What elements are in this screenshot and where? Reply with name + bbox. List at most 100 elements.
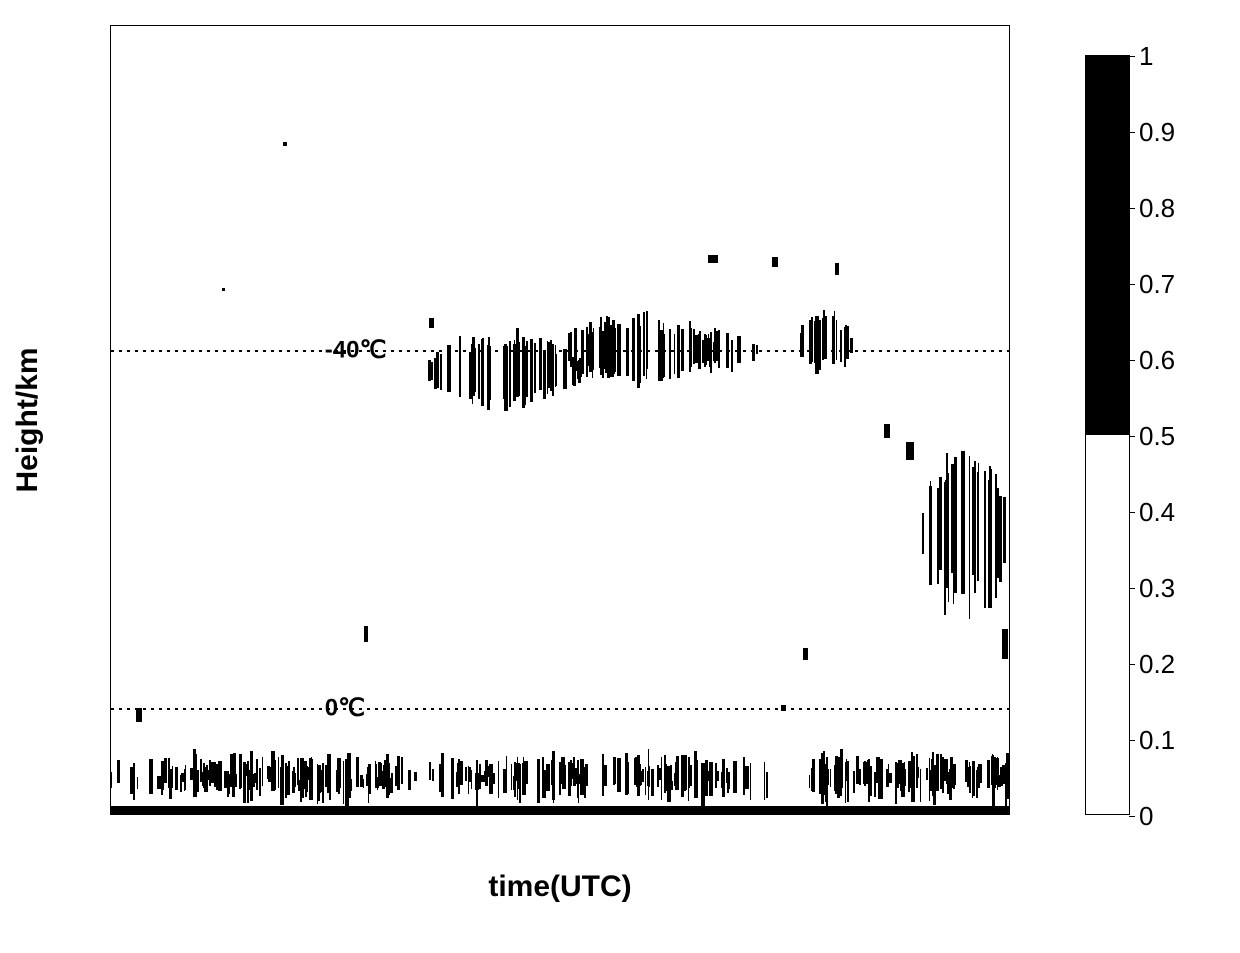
boundary-layer-streak bbox=[690, 779, 692, 786]
boundary-layer-streak bbox=[519, 764, 521, 798]
cloud-streak bbox=[509, 341, 511, 406]
boundary-layer-streak bbox=[133, 763, 135, 800]
boundary-layer-streak bbox=[300, 758, 304, 798]
cloud-streak bbox=[544, 351, 546, 390]
cloud-streak bbox=[637, 326, 640, 383]
boundary-layer-streak bbox=[659, 768, 661, 780]
cloud-streak bbox=[563, 349, 566, 389]
cloud-streak bbox=[663, 323, 664, 376]
y-tick-mark bbox=[110, 364, 111, 365]
boundary-layer-streak bbox=[281, 755, 284, 781]
boundary-layer-streak bbox=[506, 768, 507, 790]
boundary-layer-streak bbox=[243, 762, 246, 803]
cloud-streak bbox=[848, 328, 849, 359]
boundary-layer-streak bbox=[538, 765, 539, 786]
boundary-layer-streak bbox=[110, 772, 112, 788]
boundary-layer-streak bbox=[395, 766, 398, 786]
boundary-layer-streak bbox=[305, 761, 307, 796]
boundary-layer-streak bbox=[694, 751, 697, 793]
boundary-layer-streak bbox=[835, 768, 837, 794]
cloud-streak bbox=[989, 466, 991, 574]
cloud-streak bbox=[592, 332, 594, 378]
boundary-layer-streak bbox=[327, 754, 330, 793]
scatter-speck bbox=[1002, 629, 1008, 659]
y-tick-mark bbox=[110, 296, 111, 297]
boundary-layer-streak bbox=[853, 771, 855, 793]
cloud-streak bbox=[646, 324, 647, 379]
boundary-layer-streak bbox=[705, 760, 709, 796]
scatter-speck bbox=[906, 442, 914, 460]
colorbar-tick-mark bbox=[1129, 56, 1135, 57]
cloud-streak bbox=[626, 328, 629, 376]
cloud-streak bbox=[922, 513, 924, 554]
boundary-layer-streak bbox=[636, 773, 640, 786]
y-tick-mark bbox=[110, 229, 111, 230]
x-tick-mark bbox=[111, 814, 112, 815]
boundary-layer-streak bbox=[325, 765, 327, 787]
boundary-layer-streak bbox=[227, 771, 229, 797]
colorbar-tick-label: 0.6 bbox=[1139, 347, 1175, 373]
boundary-layer-streak bbox=[161, 770, 163, 795]
boundary-layer-streak bbox=[839, 759, 842, 796]
cloud-streak bbox=[823, 316, 826, 359]
cloud-streak bbox=[954, 457, 956, 593]
boundary-layer-streak bbox=[766, 772, 768, 798]
y-axis-label: Height/km bbox=[11, 347, 45, 492]
scatter-speck bbox=[835, 263, 839, 275]
boundary-layer-streak bbox=[356, 757, 359, 787]
boundary-layer-streak bbox=[384, 760, 387, 788]
colorbar-tick-label: 0.1 bbox=[1139, 727, 1175, 753]
boundary-layer-streak bbox=[641, 771, 642, 784]
cloud-streak bbox=[700, 334, 702, 364]
colorbar-top-segment bbox=[1086, 56, 1129, 435]
cloud-streak bbox=[669, 329, 672, 380]
boundary-layer-streak bbox=[347, 753, 351, 799]
cloud-streak bbox=[674, 334, 675, 374]
boundary-layer-streak bbox=[842, 762, 843, 780]
boundary-layer-streak bbox=[288, 761, 290, 784]
cloud-streak bbox=[815, 316, 818, 375]
boundary-layer-streak bbox=[248, 770, 249, 790]
cloud-streak bbox=[516, 328, 519, 397]
boundary-layer-streak bbox=[874, 772, 876, 797]
cloud-streak bbox=[850, 338, 853, 353]
cloud-streak bbox=[539, 338, 542, 390]
cloud-streak bbox=[704, 334, 705, 368]
cloud-streak bbox=[478, 344, 479, 399]
boundary-layer-streak bbox=[580, 759, 584, 795]
reference-line-label: 0℃ bbox=[325, 693, 365, 722]
colorbar-tick-mark bbox=[1129, 740, 1135, 741]
ground-layer bbox=[111, 806, 1009, 815]
boundary-layer-streak bbox=[936, 754, 938, 791]
cloud-streak bbox=[832, 316, 835, 364]
y-tick-mark bbox=[110, 431, 111, 432]
scatter-speck bbox=[364, 626, 368, 642]
boundary-layer-streak bbox=[584, 767, 586, 798]
boundary-layer-streak bbox=[456, 772, 459, 787]
boundary-layer-streak bbox=[175, 767, 178, 790]
boundary-layer-streak bbox=[1002, 769, 1005, 784]
boundary-layer-streak bbox=[847, 761, 848, 802]
boundary-layer-streak bbox=[688, 761, 690, 801]
boundary-layer-streak bbox=[492, 773, 496, 784]
cloud-streak bbox=[547, 341, 548, 394]
scatter-speck bbox=[803, 648, 808, 660]
cloud-streak bbox=[568, 337, 571, 361]
boundary-layer-streak bbox=[441, 753, 444, 797]
boundary-layer-streak bbox=[987, 760, 990, 789]
colorbar-tick-mark bbox=[1129, 512, 1135, 513]
cloud-streak bbox=[574, 328, 577, 371]
cloud-streak bbox=[632, 321, 635, 370]
boundary-layer-streak bbox=[180, 775, 182, 792]
cloud-streak bbox=[961, 451, 964, 593]
y-tick-mark bbox=[110, 94, 111, 95]
boundary-layer-streak bbox=[933, 768, 935, 782]
y-tick-mark bbox=[110, 701, 111, 702]
cloud-streak bbox=[969, 456, 970, 619]
cloud-streak bbox=[819, 320, 822, 370]
y-tick-mark bbox=[110, 161, 111, 162]
cloud-streak bbox=[939, 477, 942, 570]
cloud-streak bbox=[944, 482, 946, 615]
y-tick-mark bbox=[110, 769, 111, 770]
boundary-layer-streak bbox=[311, 757, 312, 793]
